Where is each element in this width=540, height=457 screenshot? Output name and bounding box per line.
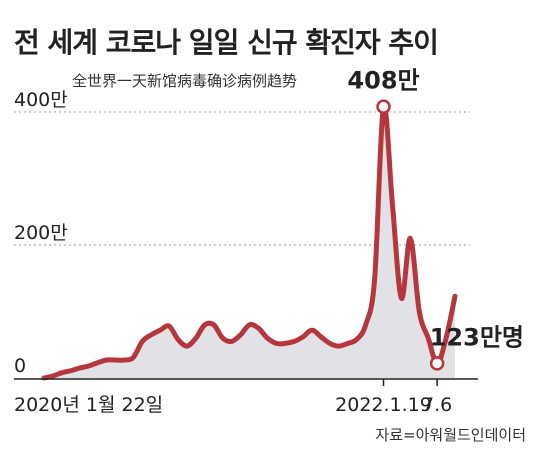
y-tick-label: 200만	[14, 222, 68, 244]
y-tick-label: 0	[14, 355, 26, 377]
gridlines	[14, 111, 470, 246]
series-line	[41, 102, 458, 381]
x-ticks: 2020년 1월 22일 2022.1.197.6	[14, 379, 452, 416]
data-label: 123만명	[430, 323, 524, 351]
x-tick-label: 7.6	[422, 394, 452, 416]
data-marker	[429, 356, 445, 371]
x-tick-label: 2022.1.19	[335, 394, 432, 416]
source-note: 자료=아워월드인데이터	[375, 426, 526, 444]
data-label: 408만	[347, 67, 419, 95]
data-marker	[376, 99, 391, 114]
x-tick-label: 2020년 1월 22일	[14, 394, 163, 416]
y-tick-labels: 0 200만 400만	[14, 89, 68, 377]
chart-title: 전 세계 코로나 일일 신규 확진자 추이	[14, 26, 438, 59]
y-tick-label: 400만	[14, 89, 68, 111]
chart-subtitle: 全世界一天新馆病毒确诊病例趋势	[72, 72, 297, 90]
annotations: 408만 123만명	[347, 67, 524, 371]
area-fill	[44, 105, 455, 379]
